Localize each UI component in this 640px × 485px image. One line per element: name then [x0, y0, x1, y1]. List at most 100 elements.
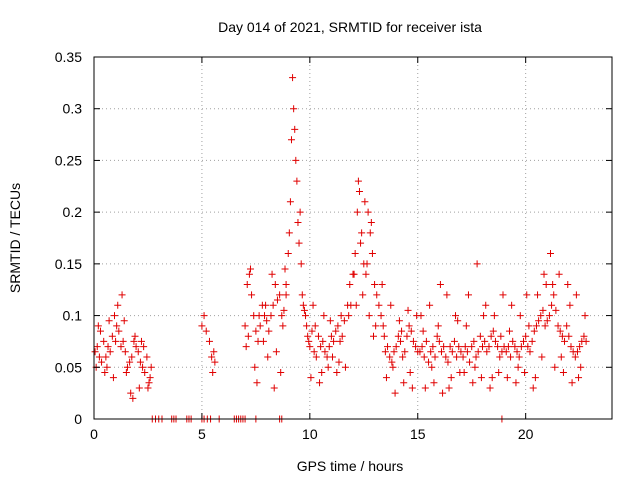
- data-point: [490, 312, 498, 320]
- data-point: [241, 322, 249, 330]
- data-point: [447, 374, 455, 382]
- data-point: [209, 368, 217, 376]
- data-point: [561, 337, 569, 345]
- data-point: [306, 343, 314, 351]
- data-point: [243, 281, 251, 289]
- data-point: [521, 368, 529, 376]
- data-point: [284, 250, 292, 258]
- data-point: [111, 312, 119, 320]
- data-point: [328, 353, 336, 361]
- data-point: [362, 270, 370, 278]
- data-point: [114, 301, 122, 309]
- data-point: [429, 343, 437, 351]
- data-point: [523, 291, 531, 299]
- data-point: [130, 337, 138, 345]
- data-point: [350, 270, 358, 278]
- data-point: [121, 348, 129, 356]
- data-point: [556, 327, 564, 335]
- data-point: [293, 177, 301, 185]
- data-point: [256, 322, 264, 330]
- data-point: [330, 337, 338, 345]
- data-point: [452, 312, 460, 320]
- data-point: [144, 384, 152, 392]
- data-point: [279, 322, 287, 330]
- data-point: [290, 105, 298, 113]
- data-point: [524, 343, 532, 351]
- data-point: [480, 312, 488, 320]
- data-point: [508, 301, 516, 309]
- data-point: [408, 384, 416, 392]
- y-tick-label: 0.35: [55, 49, 82, 65]
- data-point: [253, 379, 261, 387]
- data-point: [479, 343, 486, 351]
- data-point: [381, 348, 389, 356]
- x-tick-label: 0: [90, 426, 98, 442]
- data-point: [282, 291, 290, 299]
- data-point: [450, 337, 458, 345]
- data-point: [435, 337, 443, 345]
- data-point: [287, 136, 295, 144]
- data-point: [265, 327, 273, 335]
- data-point: [131, 332, 139, 340]
- data-point: [419, 327, 427, 335]
- x-tick-label: 15: [410, 426, 426, 442]
- data-point: [137, 337, 145, 345]
- data-point: [440, 343, 448, 351]
- data-point: [95, 353, 103, 361]
- data-point: [324, 363, 332, 371]
- data-point: [273, 296, 281, 304]
- data-point: [507, 353, 515, 361]
- data-point: [517, 343, 525, 351]
- data-point: [554, 322, 562, 330]
- data-point: [100, 337, 108, 345]
- data-point: [481, 337, 489, 345]
- data-point: [431, 353, 439, 361]
- data-point: [379, 322, 387, 330]
- data-point: [537, 312, 545, 320]
- data-point: [564, 281, 572, 289]
- data-point: [487, 332, 495, 340]
- data-point: [202, 327, 210, 335]
- data-point: [391, 389, 399, 397]
- data-point: [548, 301, 556, 309]
- data-point: [453, 353, 461, 361]
- data-point: [280, 306, 288, 314]
- data-point: [259, 337, 267, 345]
- data-point: [550, 291, 558, 299]
- data-point: [358, 229, 366, 237]
- data-point: [271, 281, 279, 289]
- data-point: [129, 394, 137, 402]
- data-point: [460, 368, 468, 376]
- plot-frame: [93, 56, 613, 420]
- data-point: [106, 348, 114, 356]
- data-point: [459, 353, 467, 361]
- data-point: [416, 348, 424, 356]
- data-point: [551, 363, 559, 371]
- data-point: [491, 337, 499, 345]
- data-point: [134, 348, 142, 356]
- data-point: [319, 337, 327, 345]
- x-tick-label: 5: [198, 426, 206, 442]
- data-point: [113, 322, 121, 330]
- data-point: [272, 348, 280, 356]
- data-point: [476, 332, 484, 340]
- data-point: [401, 348, 409, 356]
- data-point: [291, 125, 299, 133]
- data-point: [466, 358, 474, 366]
- data-point: [529, 384, 537, 392]
- data-point: [545, 312, 553, 320]
- data-point: [354, 177, 362, 185]
- data-point: [297, 260, 305, 268]
- data-point: [434, 322, 442, 330]
- data-point: [396, 337, 404, 345]
- data-point: [318, 368, 326, 376]
- data-point: [296, 208, 304, 216]
- data-point: [112, 337, 120, 345]
- data-point: [572, 291, 580, 299]
- data-point: [532, 322, 540, 330]
- data-point: [387, 301, 395, 309]
- data-point: [255, 312, 263, 320]
- data-point: [514, 363, 522, 371]
- data-point: [552, 306, 560, 314]
